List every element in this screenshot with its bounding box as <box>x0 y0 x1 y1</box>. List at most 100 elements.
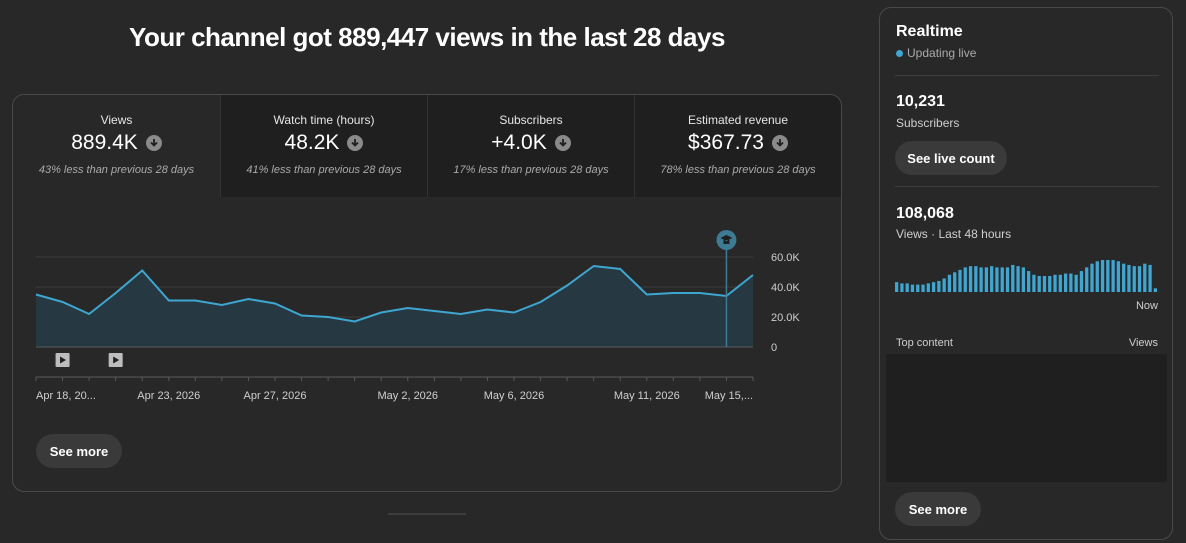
page-title: Your channel got 889,447 views in the la… <box>129 22 725 52</box>
divider <box>895 186 1159 187</box>
see-more-button[interactable]: See more <box>36 434 122 468</box>
realtime-bar <box>1027 271 1031 292</box>
realtime-bar <box>1069 273 1073 292</box>
realtime-bar <box>1005 267 1010 292</box>
views-count: 108,068 <box>896 205 954 222</box>
realtime-bar <box>974 266 978 292</box>
x-tick-label: Apr 23, 2026 <box>137 390 200 402</box>
realtime-bar <box>1153 288 1157 292</box>
realtime-bar <box>1042 276 1047 292</box>
metric-value: $367.73 <box>688 131 764 154</box>
realtime-bar <box>1111 260 1115 292</box>
divider <box>895 75 1159 76</box>
metric-label: Views <box>100 113 133 127</box>
x-tick-label: May 11, 2026 <box>614 390 680 402</box>
realtime-views-bar-chart[interactable] <box>895 258 1159 292</box>
realtime-bar <box>900 283 904 292</box>
realtime-bar <box>937 280 941 292</box>
now-label: Now <box>1135 300 1158 312</box>
metric-value: +4.0K <box>491 131 547 154</box>
metric-label: Estimated revenue <box>687 113 789 127</box>
video-marker-icon <box>108 353 123 367</box>
milestone-icon <box>716 230 737 250</box>
metric-comparison: 41% less than previous 28 days <box>246 164 402 176</box>
metric-value: 889.4K <box>71 131 138 154</box>
realtime-bar <box>963 267 967 292</box>
views-period-label: Views · Last 48 hours <box>896 227 1012 241</box>
realtime-bar <box>1063 273 1068 292</box>
realtime-bar <box>1079 271 1084 292</box>
realtime-bar <box>1143 263 1147 292</box>
realtime-bar <box>1053 274 1057 292</box>
video-marker-icon <box>55 353 70 367</box>
arrow-down-icon <box>554 135 571 151</box>
realtime-bar <box>1100 260 1105 292</box>
tab-views[interactable]: Views 889.4K 43% less than previous 28 d… <box>13 95 220 197</box>
realtime-bar <box>1127 264 1131 292</box>
see-live-count-button[interactable]: See live count <box>895 141 1007 175</box>
tab-revenue[interactable]: Estimated revenue $367.73 78% less than … <box>634 95 841 197</box>
realtime-bar <box>1106 260 1110 292</box>
realtime-bar <box>995 267 999 292</box>
series-area <box>36 266 753 347</box>
realtime-bar <box>910 284 915 292</box>
views-chart[interactable]: 60.0K 40.0K 20.0K 0 Apr 18, 20... Apr 23, 202… <box>13 197 842 417</box>
metric-comparison: 17% less than previous 28 days <box>453 164 609 176</box>
tab-subscribers[interactable]: Subscribers +4.0K 17% less than previous… <box>427 95 634 197</box>
metric-value: 48.2K <box>284 131 340 154</box>
x-tick-label: Apr 27, 2026 <box>244 390 307 402</box>
realtime-bar <box>926 283 930 292</box>
realtime-bar <box>905 283 909 292</box>
scroll-indicator <box>388 513 466 515</box>
realtime-bar <box>1032 274 1036 292</box>
analytics-overview-card: Views 889.4K 43% less than previous 28 d… <box>12 94 842 492</box>
realtime-bar <box>1095 261 1099 292</box>
realtime-bar <box>1016 266 1020 292</box>
realtime-bar <box>895 282 899 292</box>
top-content-list <box>886 354 1167 482</box>
metric-tabs: Views 889.4K 43% less than previous 28 d… <box>13 95 841 197</box>
x-tick-label: May 2, 2026 <box>378 390 439 402</box>
realtime-bar <box>1048 276 1052 292</box>
y-tick-label: 0 <box>771 342 777 354</box>
metric-comparison: 43% less than previous 28 days <box>38 164 195 176</box>
realtime-bar <box>968 266 973 292</box>
realtime-card: Realtime Updating live 10,231 Subscriber… <box>879 7 1173 540</box>
realtime-bar <box>1137 266 1142 292</box>
subscriber-label: Subscribers <box>896 116 960 130</box>
arrow-down-icon <box>771 135 788 151</box>
realtime-bar <box>1000 267 1004 292</box>
realtime-bar <box>1132 266 1136 292</box>
live-dot-icon <box>896 49 903 57</box>
top-content-header: Top content <box>896 337 953 349</box>
realtime-bar <box>1037 276 1041 292</box>
arrow-down-icon <box>347 135 364 151</box>
realtime-title: Realtime <box>896 23 963 40</box>
realtime-bar <box>931 282 936 292</box>
live-status: Updating live <box>896 46 976 60</box>
realtime-bar <box>990 266 994 292</box>
tab-watch-time[interactable]: Watch time (hours) 48.2K 41% less than p… <box>220 95 427 197</box>
realtime-bar <box>1074 274 1078 292</box>
realtime-bar <box>1011 264 1015 292</box>
realtime-bar <box>1021 267 1025 292</box>
x-tick-label: May 15,... <box>705 390 753 402</box>
realtime-bar <box>984 267 989 292</box>
y-tick-label: 40.0K <box>771 282 800 294</box>
realtime-bar <box>953 272 957 292</box>
metric-label: Subscribers <box>499 113 563 127</box>
metric-comparison: 78% less than previous 28 days <box>660 164 816 176</box>
live-status-label: Updating live <box>907 46 977 60</box>
views-column-header: Views <box>1128 337 1158 349</box>
realtime-bar <box>979 267 983 292</box>
x-tick-label: Apr 18, 20... <box>36 390 96 402</box>
realtime-bar <box>958 269 962 292</box>
realtime-bar <box>1058 274 1062 292</box>
realtime-bar <box>916 284 920 292</box>
y-tick-label: 20.0K <box>771 312 800 324</box>
realtime-bar <box>947 274 952 292</box>
realtime-bar <box>942 278 946 292</box>
realtime-see-more-button[interactable]: See more <box>895 492 981 526</box>
realtime-bar <box>1085 267 1089 292</box>
series-line <box>35 264 754 323</box>
